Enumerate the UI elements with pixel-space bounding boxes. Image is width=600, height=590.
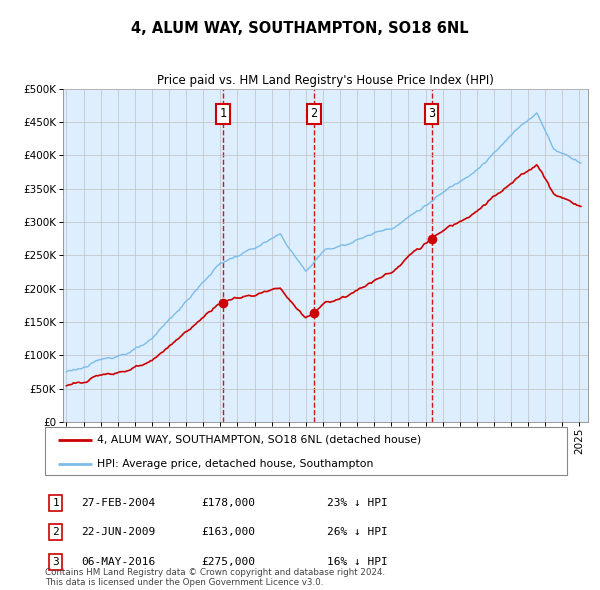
- Text: 4, ALUM WAY, SOUTHAMPTON, SO18 6NL (detached house): 4, ALUM WAY, SOUTHAMPTON, SO18 6NL (deta…: [97, 435, 421, 445]
- Text: £178,000: £178,000: [201, 498, 255, 507]
- Text: 1: 1: [52, 498, 59, 507]
- Text: 23% ↓ HPI: 23% ↓ HPI: [327, 498, 388, 507]
- Text: £275,000: £275,000: [201, 557, 255, 566]
- Text: 27-FEB-2004: 27-FEB-2004: [81, 498, 155, 507]
- Text: 06-MAY-2016: 06-MAY-2016: [81, 557, 155, 566]
- Text: £163,000: £163,000: [201, 527, 255, 537]
- Text: 1: 1: [220, 107, 226, 120]
- FancyBboxPatch shape: [45, 427, 567, 475]
- Text: 16% ↓ HPI: 16% ↓ HPI: [327, 557, 388, 566]
- Text: Contains HM Land Registry data © Crown copyright and database right 2024.
This d: Contains HM Land Registry data © Crown c…: [45, 568, 385, 587]
- Text: 22-JUN-2009: 22-JUN-2009: [81, 527, 155, 537]
- Text: 2: 2: [310, 107, 317, 120]
- Text: 4, ALUM WAY, SOUTHAMPTON, SO18 6NL: 4, ALUM WAY, SOUTHAMPTON, SO18 6NL: [131, 21, 469, 35]
- Text: HPI: Average price, detached house, Southampton: HPI: Average price, detached house, Sout…: [97, 459, 374, 469]
- Title: Price paid vs. HM Land Registry's House Price Index (HPI): Price paid vs. HM Land Registry's House …: [157, 74, 494, 87]
- Text: 2: 2: [52, 527, 59, 537]
- Text: 26% ↓ HPI: 26% ↓ HPI: [327, 527, 388, 537]
- Text: 3: 3: [52, 557, 59, 566]
- Text: 3: 3: [428, 107, 435, 120]
